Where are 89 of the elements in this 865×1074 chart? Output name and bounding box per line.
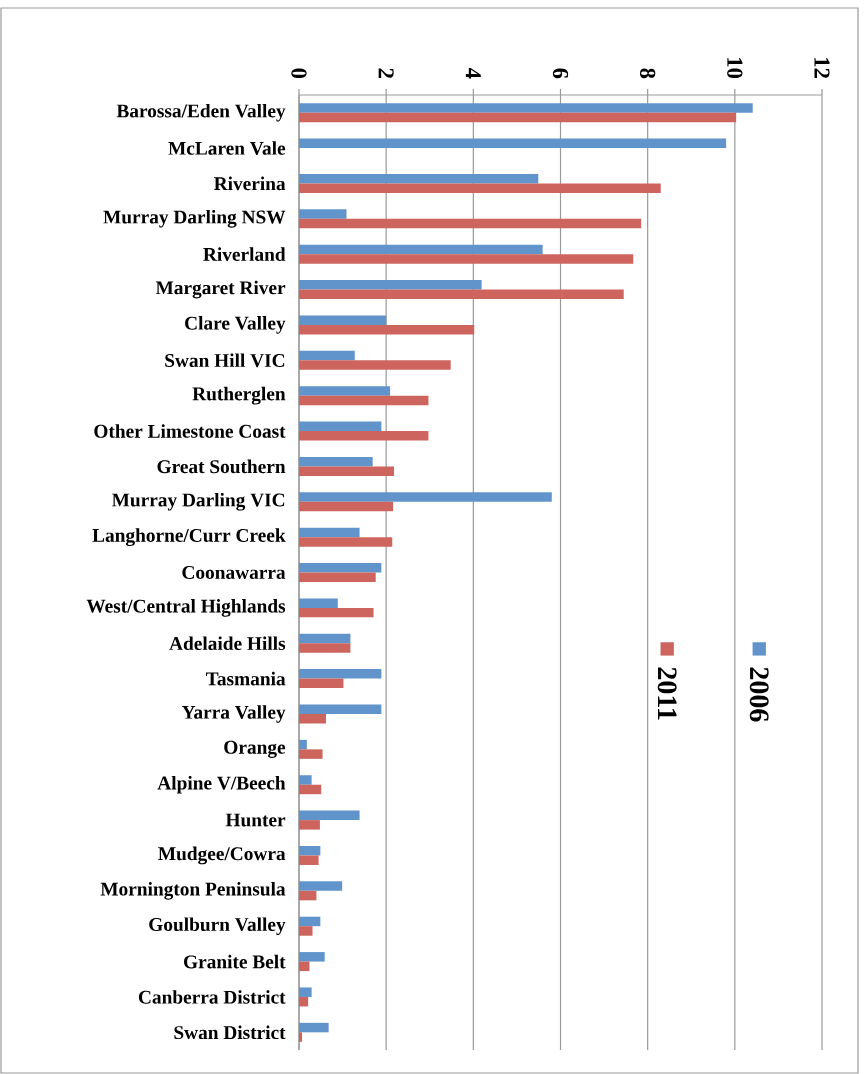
bar xyxy=(299,987,312,997)
y-tick-label: Mornington Peninsula xyxy=(100,881,286,900)
bar xyxy=(299,607,374,618)
bar xyxy=(299,173,539,184)
bar xyxy=(299,280,482,290)
y-tick-label: Alpine V/Beech xyxy=(157,775,286,794)
bar xyxy=(299,254,634,264)
bar xyxy=(299,678,344,689)
y-tick-label: Coonawarra xyxy=(182,566,286,579)
bar xyxy=(299,112,737,123)
bar xyxy=(299,138,727,149)
bar xyxy=(299,669,382,679)
x-tick-label: 12 xyxy=(814,58,830,78)
x-tick-label: 2 xyxy=(378,68,394,78)
bar xyxy=(299,926,313,936)
y-tick-label: Murray Darling VIC xyxy=(111,492,285,511)
bar xyxy=(299,421,382,432)
bar xyxy=(299,704,382,714)
bar xyxy=(299,820,320,830)
bar xyxy=(299,713,327,724)
bar xyxy=(299,244,543,255)
bar xyxy=(299,784,322,795)
y-tick-label: Riverland xyxy=(203,247,286,261)
y-tick-label: Margaret River xyxy=(155,280,286,299)
bar xyxy=(299,643,351,653)
y-tick-label: Canberra District xyxy=(138,990,286,1004)
bar xyxy=(299,218,642,229)
bar xyxy=(299,810,360,821)
bar xyxy=(299,183,661,193)
y-tick-label: Other Limestone Coast xyxy=(94,424,286,438)
bar xyxy=(299,386,391,396)
bar xyxy=(299,289,624,300)
y-tick-label: Langhorne/Curr Creek xyxy=(92,528,286,546)
x-tick-label: 10 xyxy=(727,58,743,79)
bar xyxy=(299,431,429,441)
bar xyxy=(299,537,393,547)
bar xyxy=(299,881,343,891)
bar xyxy=(299,527,360,538)
bar xyxy=(299,633,351,644)
bar xyxy=(299,466,395,476)
bar xyxy=(299,749,323,759)
bar xyxy=(299,572,376,582)
y-tick-label: Adelaide Hills xyxy=(169,636,286,651)
y-tick-label: Goulburn Valley xyxy=(149,917,286,936)
x-tick-label: 0 xyxy=(291,68,307,79)
y-tick-label: Clare Valley xyxy=(185,316,286,334)
bar xyxy=(299,315,387,325)
bar xyxy=(299,598,338,608)
bar xyxy=(299,961,310,972)
y-tick-label: McLaren Vale xyxy=(168,141,286,155)
bar xyxy=(299,456,373,467)
bar xyxy=(299,855,319,865)
y-tick-label: Yarra Valley xyxy=(181,705,286,723)
y-tick-label: West/Central Highlands xyxy=(86,599,286,617)
bar xyxy=(299,563,382,573)
y-tick-label: Riverina xyxy=(214,176,286,191)
bar xyxy=(299,739,307,750)
y-tick-label: Swan Hill VIC xyxy=(165,353,285,368)
y-tick-label: Great Southern xyxy=(157,459,286,474)
y-tick-label: Hunter xyxy=(225,813,286,827)
bar xyxy=(299,775,312,785)
y-tick-label: Mudgee/Cowra xyxy=(158,846,286,865)
bar xyxy=(299,501,394,512)
y-tick-label: Orange xyxy=(224,740,286,758)
legend-label: 2006 xyxy=(749,667,769,722)
bar xyxy=(299,360,451,370)
y-tick-label: Barossa/Eden Valley xyxy=(116,103,286,122)
bar xyxy=(299,492,552,502)
bar xyxy=(299,996,309,1007)
x-tick-label: 8 xyxy=(640,68,656,79)
bar xyxy=(299,952,325,962)
bar xyxy=(299,209,347,219)
y-tick-label: Rutherglen xyxy=(192,386,286,405)
x-tick-label: 4 xyxy=(465,67,481,79)
bar xyxy=(299,916,321,927)
y-tick-label: Swan District xyxy=(174,1025,286,1040)
x-tick-label: 6 xyxy=(552,68,569,79)
legend-label: 2011 xyxy=(657,667,677,720)
y-tick-label: Tasmania xyxy=(206,671,286,686)
bar xyxy=(299,350,355,361)
bar xyxy=(299,103,753,113)
bar xyxy=(299,890,317,901)
bar xyxy=(299,845,321,856)
bar xyxy=(299,1022,329,1033)
bar xyxy=(299,1032,303,1042)
bar xyxy=(299,395,429,406)
y-tick-label: Murray Darling NSW xyxy=(103,209,286,228)
y-tick-label: Granite Belt xyxy=(184,954,286,969)
bar xyxy=(299,324,475,335)
